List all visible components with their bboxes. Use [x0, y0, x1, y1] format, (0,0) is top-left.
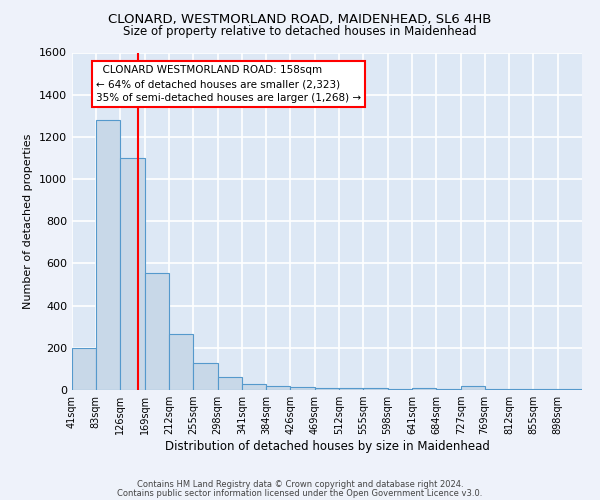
Text: Contains HM Land Registry data © Crown copyright and database right 2024.: Contains HM Land Registry data © Crown c… [137, 480, 463, 489]
Bar [412, 388, 436, 390]
Bar [388, 389, 412, 390]
Bar [509, 389, 533, 390]
Bar [461, 386, 485, 390]
Bar [218, 378, 242, 390]
Text: CLONARD WESTMORLAND ROAD: 158sqm
← 64% of detached houses are smaller (2,323)
35: CLONARD WESTMORLAND ROAD: 158sqm ← 64% o… [96, 65, 361, 103]
Y-axis label: Number of detached properties: Number of detached properties [23, 134, 34, 309]
Bar [557, 389, 582, 390]
Bar [314, 388, 339, 390]
Bar [96, 120, 120, 390]
Bar [193, 362, 218, 390]
X-axis label: Distribution of detached houses by size in Maidenhead: Distribution of detached houses by size … [164, 440, 490, 453]
Text: Size of property relative to detached houses in Maidenhead: Size of property relative to detached ho… [123, 25, 477, 38]
Bar [485, 389, 509, 390]
Bar [266, 386, 290, 390]
Text: CLONARD, WESTMORLAND ROAD, MAIDENHEAD, SL6 4HB: CLONARD, WESTMORLAND ROAD, MAIDENHEAD, S… [109, 12, 491, 26]
Bar [363, 388, 388, 390]
Bar [436, 389, 461, 390]
Text: Contains public sector information licensed under the Open Government Licence v3: Contains public sector information licen… [118, 489, 482, 498]
Bar [169, 334, 193, 390]
Bar [290, 387, 314, 390]
Bar [145, 273, 169, 390]
Bar [72, 348, 96, 390]
Bar [120, 158, 145, 390]
Bar [533, 389, 557, 390]
Bar [339, 388, 363, 390]
Bar [242, 384, 266, 390]
